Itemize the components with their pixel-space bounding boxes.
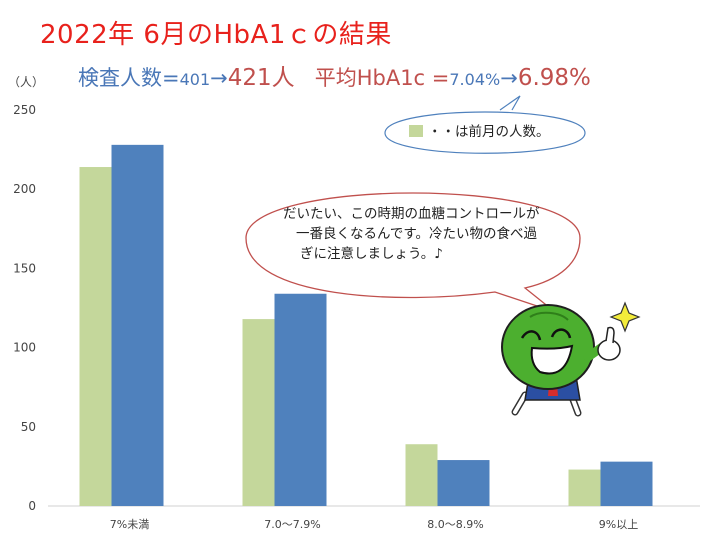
bar-current-month	[274, 293, 327, 506]
bar-current-month	[600, 461, 653, 506]
subtitle-avg-current: 6.98%	[517, 65, 591, 91]
legend-note-callout: ・・は前月の人数。	[384, 95, 586, 154]
x-category-label: 9%以上	[599, 518, 638, 531]
bars	[79, 144, 653, 507]
x-category-label: 7%未満	[110, 518, 149, 531]
y-axis-ticks: 0 50 100 150 200 250	[13, 103, 36, 513]
x-axis-categories: 7%未満 7.0〜7.9% 8.0〜8.9% 9%以上	[110, 518, 638, 531]
y-tick-label: 250	[13, 103, 36, 117]
x-category-label: 7.0〜7.9%	[264, 518, 320, 531]
y-tick-label: 0	[28, 499, 36, 513]
chart-subtitle: 検査人数=401→421人 平均HbA1c =7.04%→6.98%	[78, 58, 591, 92]
x-category-label: 8.0〜8.9%	[427, 518, 483, 531]
bar-previous-month	[242, 319, 275, 506]
y-tick-label: 50	[21, 420, 36, 434]
subtitle-arrow: →	[500, 66, 518, 90]
bar-previous-month	[79, 167, 112, 507]
sparkle-icon	[609, 301, 641, 333]
y-tick-label: 200	[13, 182, 36, 196]
speech-bubble: だいたい、この時期の血糖コントロールが 一番良くなるんです。冷たい物の食べ過 ぎ…	[245, 192, 581, 313]
bar-current-month	[437, 460, 490, 506]
bar-previous-month	[568, 469, 601, 506]
green-ball-character-thumbs-up-icon	[501, 301, 641, 417]
subtitle-count-prev: 401	[179, 70, 211, 89]
subtitle-arrow: →	[210, 66, 228, 90]
subtitle-avg-label: 平均HbA1c =	[314, 66, 450, 90]
y-tick-label: 150	[13, 261, 36, 275]
speech-line: ぎに注意しましょう。♪	[300, 245, 443, 262]
legend-swatch	[409, 125, 423, 137]
y-axis-label: （人）	[8, 75, 44, 89]
y-tick-label: 100	[13, 341, 36, 355]
speech-line: 一番良くなるんです。冷たい物の食べ過	[296, 225, 537, 242]
speech-line: だいたい、この時期の血糖コントロールが	[283, 206, 540, 222]
bar-current-month	[111, 144, 164, 506]
subtitle-count-current: 421人	[227, 65, 295, 91]
chart-title: 2022年 6月のHbA1ｃの結果	[40, 20, 392, 50]
subtitle-avg-prev: 7.04%	[449, 70, 501, 89]
legend-note-text: ・・は前月の人数。	[428, 123, 550, 140]
bar-previous-month	[405, 444, 438, 506]
subtitle-count-label: 検査人数=	[78, 66, 180, 90]
